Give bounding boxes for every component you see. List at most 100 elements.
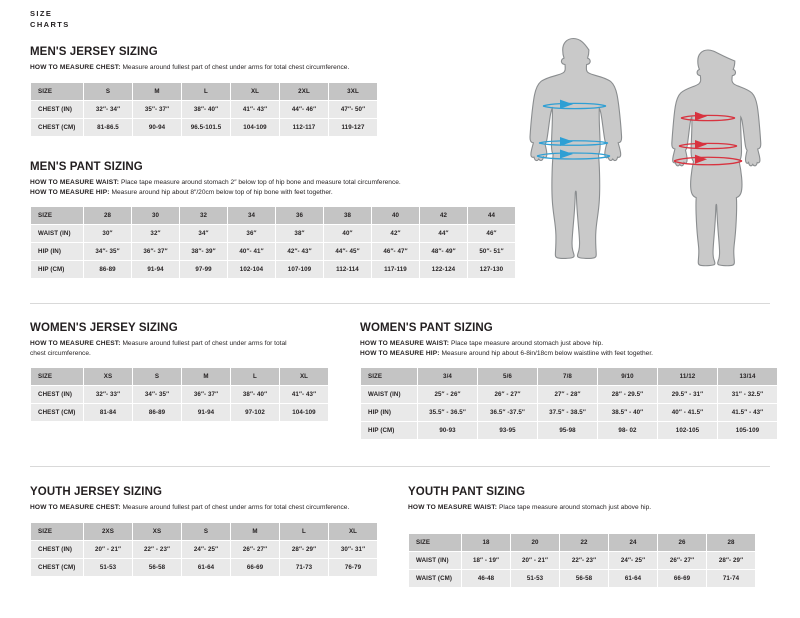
table-mens-pant: SIZE 28 30 32 34 36 38 40 42 44 WAIST (I… bbox=[30, 206, 516, 280]
table-cell: 20″ - 21″ bbox=[84, 540, 132, 558]
table-cell: 26″ - 27″ bbox=[478, 386, 537, 404]
column-header: 44 bbox=[468, 207, 515, 225]
column-header: 36 bbox=[276, 207, 323, 225]
column-header: 2XS bbox=[84, 522, 132, 540]
section-title: YOUTH JERSEY SIZING bbox=[30, 486, 163, 498]
section-womens-jersey: WOMEN'S JERSEY SIZING HOW TO MEASURE CHE… bbox=[30, 322, 330, 423]
row-label: CHEST (CM) bbox=[31, 404, 83, 422]
table-cell: 56-58 bbox=[133, 558, 181, 576]
table-cell: 91-94 bbox=[182, 404, 230, 422]
section-title: MEN'S PANT SIZING bbox=[30, 161, 143, 173]
section-title: MEN'S JERSEY SIZING bbox=[30, 46, 158, 58]
female-body-diagram bbox=[671, 49, 762, 267]
table-cell: 61-64 bbox=[182, 558, 230, 576]
table-cell: 93-95 bbox=[478, 422, 537, 440]
table-cell: 97-99 bbox=[180, 261, 227, 279]
how-to-body: Place tape measure around stomach just a… bbox=[450, 340, 604, 347]
column-header: M bbox=[231, 522, 279, 540]
table-cell: 90-93 bbox=[418, 422, 477, 440]
column-header: 18 bbox=[462, 533, 510, 551]
table-cell: 46″ bbox=[468, 225, 515, 243]
how-to-body: Measure around hip about 6-8in/18cm belo… bbox=[441, 349, 654, 357]
column-header: L bbox=[182, 82, 230, 100]
how-to-measure: HOW TO MEASURE CHEST: Measure around ful… bbox=[30, 63, 510, 73]
column-header: 2XL bbox=[280, 82, 328, 100]
table-cell: 34″- 35″ bbox=[133, 386, 181, 404]
how-to-line: HOW TO MEASURE WAIST: Place tape measure… bbox=[30, 178, 520, 188]
column-header: XL bbox=[231, 82, 279, 100]
male-hip-arrowhead bbox=[560, 149, 573, 159]
table-cell: 34″ bbox=[180, 225, 227, 243]
table-youth-jersey: SIZE 2XS XS S M L XL CHEST (IN) 20″ - 21… bbox=[30, 521, 378, 577]
table-cell: 71-73 bbox=[280, 558, 328, 576]
column-header: XL bbox=[329, 522, 377, 540]
table-cell: 35″- 37″ bbox=[133, 100, 181, 118]
female-waist-arrowhead bbox=[695, 140, 707, 149]
table-cell: 71-74 bbox=[707, 569, 755, 587]
how-to-lead: HOW TO MEASURE CHEST: bbox=[30, 64, 121, 71]
table-row: CHEST (CM) 51-53 56-58 61-64 66-69 71-73… bbox=[31, 558, 377, 576]
how-to-lead: HOW TO MEASURE WAIST: bbox=[408, 504, 498, 511]
section-mens-pant: MEN'S PANT SIZING HOW TO MEASURE WAIST: … bbox=[30, 161, 520, 280]
row-label: HIP (IN) bbox=[361, 404, 417, 422]
section-title: WOMEN'S JERSEY SIZING bbox=[30, 322, 178, 334]
column-header: 34 bbox=[228, 207, 275, 225]
column-header: XL bbox=[280, 368, 328, 386]
how-to-line: HOW TO MEASURE CHEST: Measure around ful… bbox=[30, 63, 510, 73]
table-cell: 117-119 bbox=[372, 261, 419, 279]
table-cell: 38″- 40″ bbox=[182, 100, 230, 118]
table-cell: 18″ - 19″ bbox=[462, 551, 510, 569]
table-cell: 44″- 45″ bbox=[324, 243, 371, 261]
table-cell: 107-109 bbox=[276, 261, 323, 279]
table-cell: 81-84 bbox=[84, 404, 132, 422]
table-cell: 29.5″ - 31″ bbox=[658, 386, 717, 404]
table-cell: 66-69 bbox=[658, 569, 706, 587]
table-cell: 97-102 bbox=[231, 404, 279, 422]
table-cell: 95-98 bbox=[538, 422, 597, 440]
table-cell: 36″- 37″ bbox=[132, 243, 179, 261]
male-waist-measure-arrow bbox=[538, 140, 609, 146]
column-header: 28 bbox=[84, 207, 131, 225]
how-to-measure: HOW TO MEASURE CHEST: Measure around ful… bbox=[30, 339, 302, 358]
table-row: CHEST (CM) 81-86.5 90-94 96.5-101.5 104-… bbox=[31, 118, 377, 136]
column-header: 28 bbox=[707, 533, 755, 551]
column-header: SIZE bbox=[409, 533, 461, 551]
how-to-lead: HOW TO MEASURE HIP: bbox=[360, 349, 440, 357]
column-header: L bbox=[280, 522, 328, 540]
table-cell: 28″- 29″ bbox=[280, 540, 328, 558]
table-cell: 25″ - 26″ bbox=[418, 386, 477, 404]
page-title: SIZE CHARTS bbox=[30, 8, 70, 30]
body-measurement-diagrams bbox=[520, 30, 795, 295]
table-row: CHEST (IN) 32″- 34″ 35″- 37″ 38″- 40″ 41… bbox=[31, 100, 377, 118]
how-to-measure: HOW TO MEASURE WAIST: Place tape measure… bbox=[360, 339, 760, 358]
column-header: 40 bbox=[372, 207, 419, 225]
table-cell: 30″ bbox=[84, 225, 131, 243]
column-header: 38 bbox=[324, 207, 371, 225]
row-label: CHEST (CM) bbox=[31, 558, 83, 576]
column-header: SIZE bbox=[361, 368, 417, 386]
column-header: 9/10 bbox=[598, 368, 657, 386]
how-to-measure: HOW TO MEASURE WAIST: Place tape measure… bbox=[30, 178, 520, 197]
how-to-body: Measure around fullest part of chest und… bbox=[122, 64, 350, 71]
table-cell: 36″ bbox=[228, 225, 275, 243]
table-cell: 86-89 bbox=[84, 261, 131, 279]
table-header-row: SIZE 28 30 32 34 36 38 40 42 44 bbox=[31, 207, 515, 225]
column-header: 30 bbox=[132, 207, 179, 225]
table-cell: 66-69 bbox=[231, 558, 279, 576]
row-label: CHEST (IN) bbox=[31, 386, 83, 404]
table-cell: 24″- 25″ bbox=[182, 540, 230, 558]
how-to-lead: HOW TO MEASURE CHEST: bbox=[30, 340, 121, 347]
row-label: HIP (IN) bbox=[31, 243, 83, 261]
column-header: M bbox=[133, 82, 181, 100]
section-title: WOMEN'S PANT SIZING bbox=[360, 322, 493, 334]
how-to-lead: HOW TO MEASURE WAIST: bbox=[30, 179, 120, 186]
table-cell: 47″- 50″ bbox=[329, 100, 377, 118]
table-cell: 42″- 43″ bbox=[276, 243, 323, 261]
male-waist-arrowhead bbox=[560, 137, 573, 146]
table-header-row: SIZE 3/4 5/6 7/8 9/10 11/12 13/14 bbox=[361, 368, 777, 386]
column-header: 3XL bbox=[329, 82, 377, 100]
column-header: 20 bbox=[511, 533, 559, 551]
table-cell: 37.5″ - 38.5″ bbox=[538, 404, 597, 422]
section-mens-jersey: MEN'S JERSEY SIZING HOW TO MEASURE CHEST… bbox=[30, 46, 510, 137]
